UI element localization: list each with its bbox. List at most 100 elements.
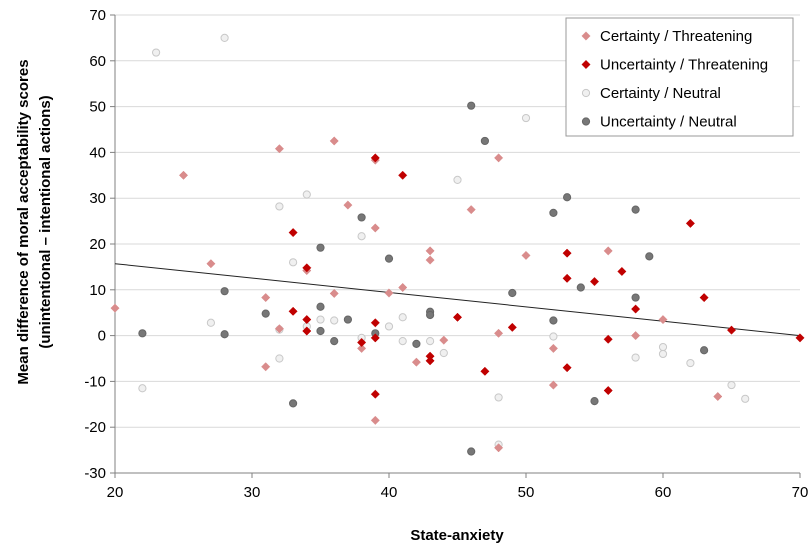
point-uncertainty-threatening (452, 312, 463, 322)
point-certainty-neutral (398, 336, 407, 346)
legend-label-uncertainty-threatening: Uncertainty / Threatening (600, 57, 768, 74)
point-uncertainty-threatening (398, 170, 408, 180)
point-uncertainty-threatening (302, 326, 312, 336)
point-certainty-neutral (384, 322, 394, 331)
y-tick-label: -20 (84, 419, 106, 436)
point-uncertainty-threatening (617, 266, 627, 277)
point-certainty-neutral (439, 348, 448, 358)
point-uncertainty-threatening (589, 277, 600, 287)
legend-marker-certainty-threatening (581, 31, 591, 41)
point-certainty-neutral (316, 315, 325, 324)
point-certainty-threatening (548, 343, 558, 353)
point-uncertainty-neutral (343, 315, 352, 324)
point-certainty-neutral (658, 342, 668, 352)
point-certainty-neutral (220, 33, 229, 43)
point-certainty-threatening (261, 362, 271, 372)
point-certainty-neutral (152, 48, 161, 57)
y-tick-label: 10 (89, 282, 106, 299)
y-axis-label: Mean difference of moral acceptability s… (15, 59, 54, 384)
point-uncertainty-neutral (289, 399, 298, 408)
point-certainty-threatening (411, 357, 421, 367)
point-certainty-threatening (274, 144, 284, 154)
y-tick-label: 20 (89, 236, 106, 253)
point-uncertainty-neutral (357, 213, 366, 222)
point-certainty-threatening (494, 443, 504, 453)
y-tick-label: 60 (89, 53, 106, 70)
point-certainty-threatening (439, 335, 449, 345)
point-uncertainty-neutral (138, 329, 147, 338)
y-tick-label: 30 (89, 190, 106, 207)
y-tick-label: 50 (89, 99, 106, 116)
legend-marker-uncertainty-neutral (581, 117, 591, 126)
point-uncertainty-threatening (480, 366, 490, 376)
point-certainty-neutral (453, 175, 462, 184)
point-uncertainty-neutral (480, 136, 489, 146)
point-uncertainty-neutral (316, 326, 325, 336)
point-uncertainty-neutral (631, 205, 640, 214)
point-uncertainty-threatening (562, 248, 572, 258)
point-certainty-threatening (398, 282, 408, 293)
point-uncertainty-neutral (467, 447, 476, 456)
point-certainty-neutral (631, 353, 640, 362)
legend-label-certainty-threatening: Certainty / Threatening (600, 28, 752, 45)
point-uncertainty-neutral (590, 396, 599, 406)
point-uncertainty-neutral (220, 330, 229, 339)
point-uncertainty-neutral (645, 252, 654, 261)
point-uncertainty-neutral (426, 310, 435, 320)
point-certainty-neutral (426, 336, 435, 346)
point-certainty-threatening (370, 415, 380, 425)
point-certainty-neutral (658, 349, 668, 359)
point-certainty-neutral (686, 358, 695, 368)
y-tick-label: 0 (98, 328, 106, 345)
point-uncertainty-threatening (699, 293, 709, 303)
point-certainty-neutral (357, 232, 366, 241)
point-certainty-threatening (713, 391, 723, 402)
legend: Certainty / Threatening Uncertainty / Thr… (565, 17, 794, 137)
point-uncertainty-threatening (425, 356, 435, 366)
point-uncertainty-neutral (316, 243, 325, 252)
point-uncertainty-neutral (316, 302, 325, 311)
point-uncertainty-neutral (220, 287, 229, 296)
point-certainty-neutral (275, 202, 284, 211)
point-certainty-threatening (603, 246, 613, 256)
point-certainty-neutral (398, 313, 407, 322)
x-tick-label: 30 (244, 484, 261, 501)
point-uncertainty-threatening (302, 263, 312, 273)
point-uncertainty-threatening (726, 325, 737, 335)
legend-marker-certainty-neutral (581, 88, 591, 98)
point-uncertainty-threatening (357, 337, 367, 348)
point-certainty-neutral (302, 190, 311, 199)
y-axis-label-line2: (unintentional – intentional actions) (37, 95, 54, 348)
point-certainty-neutral (138, 384, 147, 393)
point-uncertainty-neutral (631, 293, 640, 302)
y-tick-label: -30 (84, 465, 106, 482)
point-certainty-neutral (741, 394, 750, 403)
point-uncertainty-neutral (549, 316, 558, 325)
point-certainty-threatening (425, 255, 435, 265)
point-certainty-threatening (631, 331, 641, 341)
point-certainty-threatening (206, 259, 216, 269)
point-certainty-threatening (261, 293, 271, 303)
point-uncertainty-neutral (330, 336, 339, 346)
point-certainty-neutral (330, 316, 339, 325)
x-tick-label: 70 (792, 484, 809, 501)
point-certainty-threatening (357, 343, 367, 353)
point-uncertainty-neutral (412, 339, 421, 348)
point-certainty-neutral (727, 380, 736, 390)
y-tick-label: 70 (89, 7, 106, 24)
point-uncertainty-threatening (562, 363, 572, 373)
point-uncertainty-threatening (562, 273, 572, 283)
x-tick-label: 60 (655, 484, 672, 501)
point-certainty-threatening (494, 328, 504, 338)
point-uncertainty-threatening (685, 218, 695, 228)
point-certainty-threatening (548, 380, 558, 390)
point-certainty-threatening (521, 250, 531, 261)
legend-label-uncertainty-neutral: Uncertainty / Neutral (600, 114, 737, 131)
point-uncertainty-threatening (631, 304, 641, 314)
point-certainty-threatening (110, 303, 120, 313)
data-points (110, 33, 805, 456)
x-tick-label: 40 (381, 484, 398, 501)
point-uncertainty-threatening (302, 315, 312, 325)
point-certainty-threatening (343, 200, 353, 210)
point-certainty-neutral (549, 332, 558, 341)
